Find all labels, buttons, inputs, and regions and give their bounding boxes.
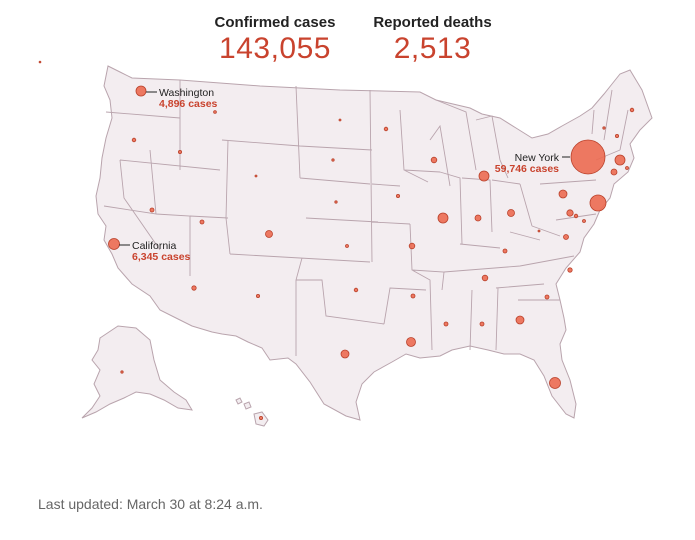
bubble-connecticut [610, 168, 618, 176]
bubble-alabama [479, 321, 485, 327]
state-border-lines [103, 80, 629, 356]
reported-deaths-stat: Reported deaths 2,513 [360, 14, 505, 66]
bubble-wyoming [254, 174, 258, 178]
bubble-illinois [437, 212, 449, 224]
callout-new-york-cases: 59,746 cases [495, 163, 559, 175]
bubble-michigan [478, 170, 490, 182]
reported-deaths-value: 2,513 [393, 32, 472, 65]
bubble-georgia [515, 315, 525, 325]
confirmed-cases-label: Confirmed cases [214, 14, 336, 31]
callout-new-york: New York 59,746 cases [495, 152, 570, 175]
bubble-new-mexico [255, 293, 260, 298]
bubble-hawaii [258, 415, 263, 420]
bubble-delaware [582, 219, 586, 223]
bubble-pennsylvania [558, 189, 568, 199]
callout-washington: Washington 4,896 cases [146, 87, 218, 110]
bubble-ohio [507, 209, 515, 217]
bubble-dc [573, 213, 579, 219]
bubble-south-carolina [544, 294, 550, 300]
bubble-maryland [566, 209, 574, 217]
callout-california: California 6,345 cases [119, 240, 191, 263]
bubble-new-york [570, 139, 606, 175]
bubble-idaho [177, 149, 182, 154]
bubble-arizona [191, 285, 197, 291]
bubble-new-jersey [589, 194, 607, 212]
bubble-washington [135, 85, 147, 97]
bubble-minnesota [383, 126, 389, 132]
us-land [81, 65, 653, 427]
bubble-arkansas [410, 293, 416, 299]
bubble-rhode-island [625, 166, 629, 170]
confirmed-cases-value: 143,055 [219, 32, 331, 65]
bubble-texas [340, 349, 350, 359]
bubble-oregon [131, 137, 137, 143]
bubble-north-dakota [338, 118, 342, 122]
confirmed-cases-stat: Confirmed cases 143,055 [205, 14, 345, 66]
bubble-kansas [345, 244, 349, 248]
bubble-virginia [563, 234, 569, 240]
callout-new-york-name: New York [515, 152, 560, 164]
callout-california-name: California [132, 240, 177, 252]
bubble-maine [629, 107, 635, 113]
reported-deaths-label: Reported deaths [373, 14, 492, 31]
bubble-south-dakota [331, 158, 335, 162]
bubble-utah [199, 219, 205, 225]
bubble-california [108, 238, 120, 250]
bubble-west-virginia [537, 229, 541, 233]
callout-washington-cases: 4,896 cases [159, 98, 218, 110]
bubble-montana [213, 110, 217, 114]
bubble-florida [549, 377, 561, 389]
case-bubbles [38, 60, 635, 420]
bubble-nevada [149, 207, 155, 213]
us-contiguous-outline [95, 65, 653, 421]
bubble-massachusetts [614, 154, 626, 166]
bubble-north-carolina [567, 267, 573, 273]
bubble-oklahoma [353, 287, 359, 293]
bubble-vermont [602, 126, 606, 130]
bubble-tennessee [481, 274, 489, 282]
bubble-new-hampshire [615, 133, 620, 138]
alaska-outline [81, 325, 193, 419]
bubble-iowa [395, 193, 400, 198]
bubble-louisiana [406, 337, 416, 347]
bubble-nebraska [334, 200, 338, 204]
callout-california-cases: 6,345 cases [132, 251, 191, 263]
bubble-indiana [474, 214, 482, 222]
callout-washington-name: Washington [159, 87, 214, 99]
bubble-missouri [408, 242, 416, 250]
bubble-puerto-rico [38, 60, 42, 64]
bubble-colorado [265, 230, 273, 238]
bubble-alaska [120, 370, 124, 374]
bubble-wisconsin [430, 156, 438, 164]
bubble-kentucky [502, 248, 508, 254]
state-borders [103, 80, 629, 356]
last-updated: Last updated: March 30 at 8:24 a.m. [38, 496, 263, 512]
bubble-mississippi [443, 321, 449, 327]
hawaii-islands [235, 397, 252, 410]
